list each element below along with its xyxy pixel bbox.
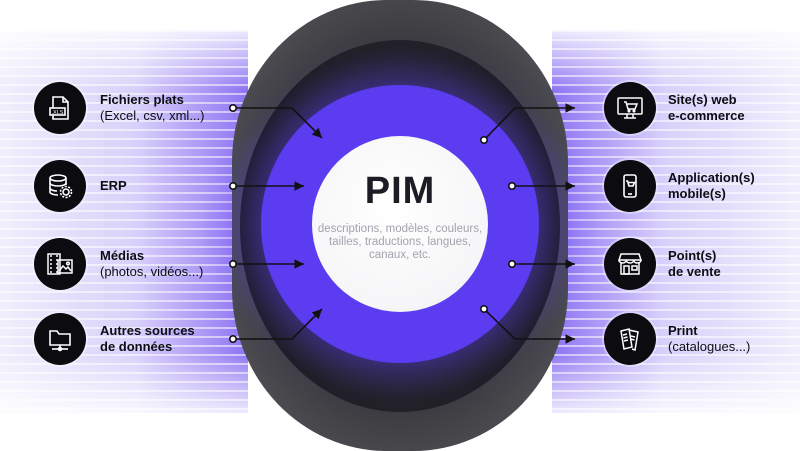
source-title: Autres sources [100,323,195,338]
database-gear-icon [34,160,86,212]
channel-title: Print [668,323,698,338]
source-item-fichiers: .XLS Fichiers plats (Excel, csv, xml...) [34,82,204,134]
svg-text:.XLS: .XLS [52,110,64,116]
source-item-autres: Autres sources de données [34,313,195,365]
source-subtitle: de données [100,339,173,354]
channel-subtitle: mobile(s) [668,186,726,201]
monitor-cart-icon [604,82,656,134]
catalog-print-icon [604,313,656,365]
storefront-icon [604,238,656,290]
connector-print [483,308,516,340]
channel-item-point: Point(s) de vente [604,238,721,290]
channel-title: Application(s) [668,170,755,185]
file-xls-icon: .XLS [34,82,86,134]
channel-subtitle: de vente [668,264,721,279]
smartphone-cart-icon [604,160,656,212]
pim-description: descriptions, modèles, couleurs, tailles… [317,223,483,261]
connector-fichiers-diag [291,107,323,139]
channel-title: Point(s) [668,248,717,263]
folder-network-icon [34,313,86,365]
channel-title: Site(s) web [668,92,737,107]
connector-site [483,107,516,141]
channel-item-print: Print (catalogues...) [604,313,750,365]
channel-subtitle: (catalogues...) [668,339,751,354]
white-core [312,136,488,312]
source-subtitle: (photos, vidéos...) [100,264,204,279]
pim-title: PIM [364,170,436,212]
connector-autres-diag [291,308,323,340]
source-title: ERP [100,178,127,193]
source-item-erp: ERP [34,160,127,212]
source-subtitle: (Excel, csv, xml...) [100,108,205,123]
source-title: Fichiers plats [100,92,184,107]
channel-item-site: Site(s) web e-commerce [604,82,745,134]
source-title: Médias [100,248,145,263]
source-item-medias: Médias (photos, vidéos...) [34,238,203,290]
channel-item-app: Application(s) mobile(s) [604,160,755,212]
channel-subtitle: e-commerce [668,108,745,123]
channels-panel [552,30,800,413]
media-film-icon [34,238,86,290]
